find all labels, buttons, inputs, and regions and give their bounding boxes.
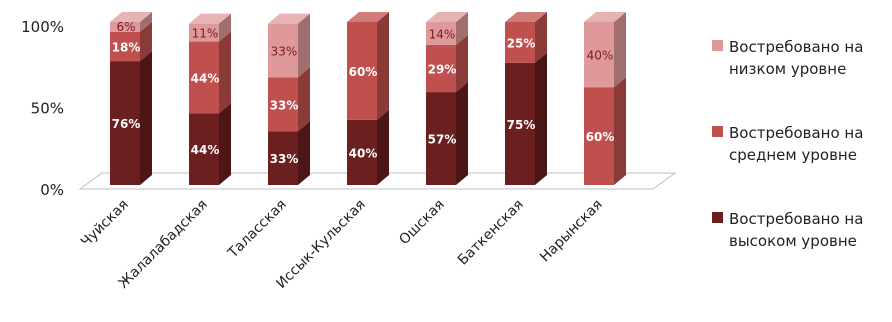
category-label: Чуйская — [78, 197, 132, 251]
data-label: 44% — [191, 143, 220, 157]
bar-segment-side — [298, 67, 310, 132]
data-label: 60% — [349, 65, 378, 79]
legend-label: Востребовано на высоком уровне — [729, 210, 864, 250]
bar-segment — [110, 31, 140, 62]
data-label: 6% — [116, 20, 135, 34]
data-label: 40% — [587, 49, 614, 63]
y-tick-label: 50% — [31, 100, 64, 118]
bar-segment-side — [456, 12, 468, 45]
data-label: 29% — [428, 62, 457, 76]
bar-segment-side — [456, 82, 468, 185]
bar-top — [505, 12, 547, 22]
category-label: Нарынская — [537, 197, 606, 266]
legend-label: Востребовано на низком уровне — [729, 38, 864, 78]
bar-top — [268, 13, 310, 24]
bar-segment-side — [377, 12, 389, 120]
bar-segment — [347, 119, 377, 185]
y-tick-label: 100% — [21, 18, 64, 36]
bar-segment — [347, 22, 377, 120]
legend-item: Востребовано на низком уровне — [712, 36, 889, 80]
category-label: Иссык-Кульская — [273, 197, 368, 292]
data-label: 33% — [271, 45, 298, 59]
bar-segment — [268, 131, 298, 185]
bar-segment — [110, 22, 140, 32]
bar-segment-side — [377, 109, 389, 185]
bar-segment-side — [298, 13, 310, 78]
bar-segment — [426, 22, 456, 45]
legend-label: Востребовано на среднем уровне — [729, 124, 864, 164]
legend-swatch — [712, 212, 723, 223]
bar-segment-side — [140, 12, 152, 32]
bar-segment — [505, 62, 535, 185]
bar-segment — [584, 87, 614, 185]
bar-segment-side — [219, 31, 231, 114]
bar-segment — [189, 41, 219, 114]
bar-segment-side — [456, 34, 468, 93]
bar-segment-side — [219, 13, 231, 42]
bar-segment-side — [535, 12, 547, 63]
data-label: 44% — [191, 71, 220, 85]
data-label: 75% — [507, 118, 536, 132]
data-label: 57% — [428, 133, 457, 147]
bar-segment — [584, 22, 614, 88]
bar-top — [584, 12, 626, 22]
data-label: 76% — [112, 117, 141, 131]
bar-top — [426, 12, 468, 22]
data-label: 40% — [349, 146, 378, 160]
category-label: Таласская — [224, 197, 289, 262]
bar-segment-side — [140, 51, 152, 186]
bar-segment — [268, 77, 298, 132]
data-label: 18% — [112, 40, 141, 54]
data-label: 60% — [586, 130, 615, 144]
bar-segment — [189, 113, 219, 185]
bar-segment — [110, 61, 140, 186]
bar-top — [110, 12, 152, 22]
bar-segment — [505, 22, 535, 63]
bar-segment-side — [219, 103, 231, 185]
bar-segment — [426, 92, 456, 185]
y-tick-label: 0% — [40, 181, 64, 199]
bar-segment-side — [614, 77, 626, 185]
bar-segment-side — [298, 121, 310, 185]
data-label: 11% — [192, 27, 219, 41]
legend-item: Востребовано на среднем уровне — [712, 122, 889, 166]
bar-top — [189, 13, 231, 24]
bar-segment-side — [535, 52, 547, 185]
bar-top — [347, 12, 389, 22]
category-label: Баткенская — [455, 197, 527, 269]
data-label: 33% — [270, 152, 299, 166]
bar-segment-side — [614, 12, 626, 88]
bar-segment — [426, 44, 456, 93]
bar-segment-side — [140, 21, 152, 62]
data-label: 33% — [270, 98, 299, 112]
category-label: Ошская — [396, 197, 448, 249]
data-label: 25% — [507, 36, 536, 50]
bar-segment — [268, 23, 298, 78]
bar-segment — [189, 23, 219, 42]
stacked-bar-chart: 0% 50% 100% 76% 18% 6% Чуйская 44% 44% 11% Жалалаб… — [21, 12, 677, 292]
legend-item: Востребовано на высоком уровне — [712, 208, 889, 252]
legend-swatch — [712, 126, 723, 137]
category-label: Жалалабадская — [116, 197, 211, 292]
legend-swatch — [712, 40, 723, 51]
data-label: 14% — [429, 27, 456, 41]
